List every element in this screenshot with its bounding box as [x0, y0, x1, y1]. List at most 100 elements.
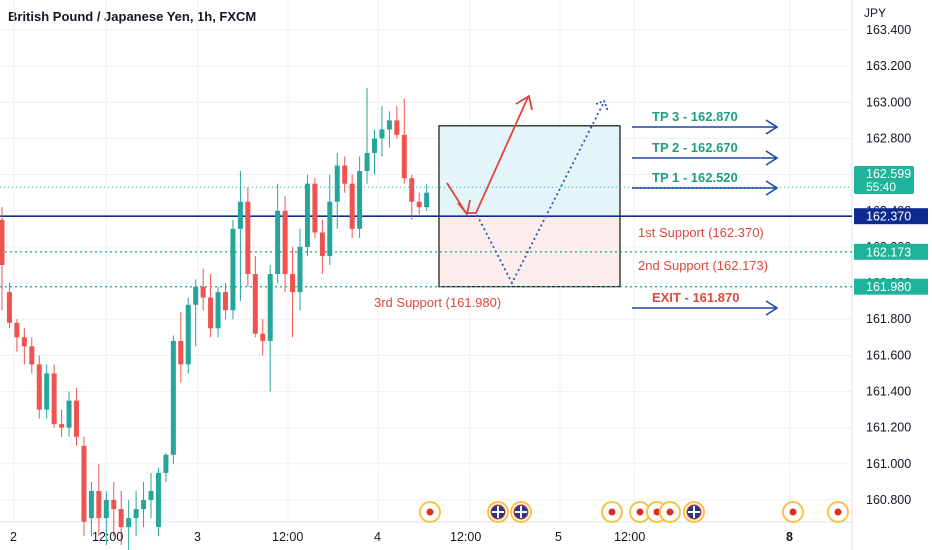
support-2-label: 2nd Support (162.173) — [638, 258, 768, 273]
price-tag-support-2-text: 162.173 — [866, 245, 911, 259]
candle-body — [81, 445, 87, 522]
take-profit-label: TP 3 - 162.870 — [652, 109, 738, 124]
candle-body — [357, 171, 363, 229]
price-axis-tick: 163.200 — [866, 59, 911, 73]
candle-body — [103, 500, 109, 519]
red-arrowhead-up — [515, 94, 533, 111]
candle-body — [14, 322, 20, 338]
price-tag-support-3-text: 161.980 — [866, 280, 911, 294]
candle-body — [282, 210, 288, 275]
price-axis-tick: 160.800 — [866, 493, 911, 507]
candle-body — [126, 518, 132, 528]
target-arrowhead — [765, 119, 779, 135]
target-arrowhead — [765, 300, 779, 316]
japan-flag-icon — [636, 508, 644, 516]
price-axis-tick: 163.000 — [866, 95, 911, 109]
time-axis-tick: 3 — [194, 530, 201, 544]
support-1-label: 1st Support (162.370) — [638, 225, 764, 240]
time-axis-tick: 12:00 — [92, 530, 123, 544]
projection-blue-path — [476, 103, 604, 285]
candle-body — [230, 228, 236, 311]
candle-body — [267, 274, 273, 341]
candle-body — [208, 297, 214, 329]
price-axis-tick: 161.600 — [866, 348, 911, 362]
candle-body — [260, 333, 266, 341]
candle-body — [0, 219, 5, 265]
price-axis-unit: JPY — [864, 6, 886, 20]
price-tag-support-3 — [854, 278, 928, 295]
candle-body — [170, 340, 176, 455]
candle-body — [312, 183, 318, 233]
time-axis-tick: 4 — [374, 530, 381, 544]
candle-body — [237, 201, 243, 229]
candle-body — [394, 120, 400, 135]
candle-body — [372, 138, 377, 153]
candle-body — [88, 490, 94, 519]
exit-label: EXIT - 161.870 — [652, 290, 739, 305]
red-arrowhead-down — [457, 199, 471, 217]
candle-body — [379, 129, 385, 139]
stop-zone — [439, 216, 620, 287]
japan-flag-icon — [653, 508, 661, 516]
candle-body — [334, 165, 340, 202]
bar-countdown: 55:40 — [866, 180, 896, 194]
support-3-label: 3rd Support (161.980) — [374, 295, 501, 310]
candle-body — [111, 500, 117, 510]
candle-body — [215, 292, 221, 329]
time-axis-tick: 12:00 — [450, 530, 481, 544]
candle-body — [327, 201, 333, 256]
blue-arrowhead — [595, 99, 609, 112]
candle-body — [21, 337, 27, 347]
projection-red-path — [446, 96, 529, 214]
price-axis-tick: 161.400 — [866, 385, 911, 399]
japan-flag-icon — [608, 508, 616, 516]
candle-body — [148, 490, 154, 500]
candle-body — [252, 274, 258, 334]
take-profit-label: TP 2 - 162.670 — [652, 140, 738, 155]
candle-body — [342, 165, 348, 184]
candle-body — [275, 210, 281, 275]
candle-body — [401, 134, 407, 179]
price-tag-support-1 — [854, 208, 928, 225]
candle-body — [74, 400, 79, 437]
candle-body — [416, 201, 422, 208]
candle-body — [59, 424, 65, 428]
candle-body — [349, 183, 355, 229]
target-zone — [439, 125, 620, 217]
price-tag-support-1-text: 162.370 — [866, 210, 911, 224]
japan-flag-icon — [426, 508, 434, 516]
candle-body — [319, 232, 325, 256]
time-axis-tick: 8 — [786, 530, 793, 544]
candle-body — [364, 152, 370, 171]
time-axis-tick: 12:00 — [614, 530, 645, 544]
chart-title: British Pound / Japanese Yen, 1h, FXCM — [8, 9, 257, 24]
japan-flag-icon — [666, 508, 674, 516]
target-arrowhead — [765, 150, 779, 166]
price-axis-tick: 163.400 — [866, 23, 911, 37]
candle-body — [304, 183, 310, 247]
time-axis-tick: 2 — [10, 530, 17, 544]
candle-body — [29, 346, 35, 365]
candle-body — [409, 178, 415, 202]
price-axis-tick: 161.800 — [866, 312, 911, 326]
candle-body — [36, 364, 42, 410]
price-tag-support-2 — [854, 243, 928, 260]
candle-body — [155, 472, 161, 528]
candle-body — [245, 201, 251, 275]
candle-body — [386, 120, 392, 130]
price-axis-tick: 162.800 — [866, 131, 911, 145]
candle-body — [178, 340, 184, 365]
candle-body — [96, 490, 102, 519]
time-axis-tick: 5 — [555, 530, 562, 544]
candle-body — [118, 509, 124, 528]
zone-border — [438, 125, 621, 288]
candle-body — [223, 292, 228, 311]
candle-body — [185, 304, 191, 365]
time-axis-tick: 12:00 — [272, 530, 303, 544]
candle-body — [193, 286, 199, 305]
japan-flag-icon — [789, 508, 797, 516]
candle-body — [133, 509, 139, 519]
candle-body — [163, 454, 169, 473]
price-axis-tick: 161.000 — [866, 457, 911, 471]
